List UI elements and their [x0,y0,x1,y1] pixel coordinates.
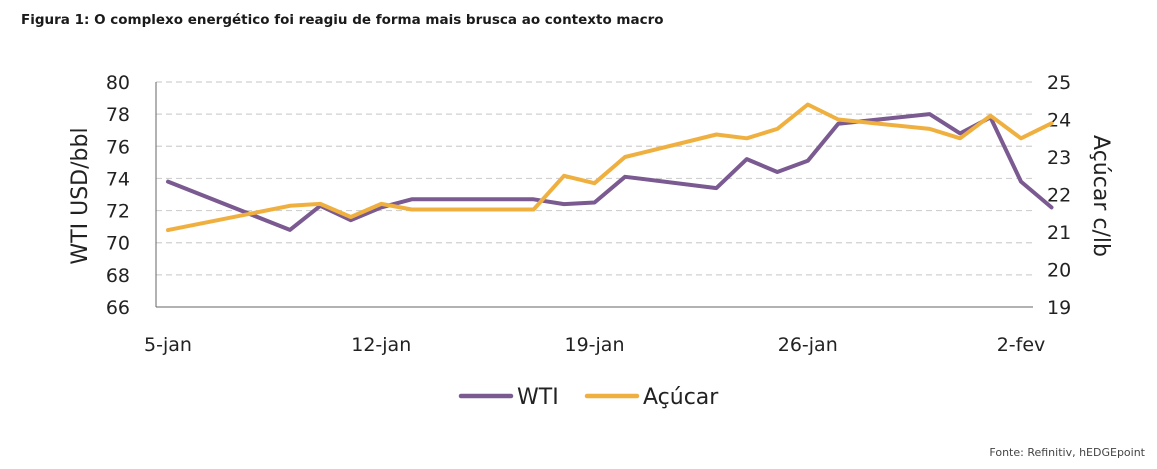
y-left-tick-label: 78 [106,104,130,126]
legend: WTI Açúcar [458,385,719,410]
y-left-tick-label: 66 [106,297,130,319]
y-right-tick-label: 25 [1047,72,1071,94]
x-tick-label: 26-jan [778,334,838,356]
y-right-tick-label: 19 [1047,297,1071,319]
y-left-tick-label: 76 [106,136,130,158]
series-lines [166,102,1054,233]
y-axis-right-ticks: 19 20 21 22 23 24 25 [1047,72,1071,319]
x-tick-label: 12-jan [351,334,411,356]
series-line-wti [166,112,1054,232]
y-right-tick-label: 21 [1047,222,1071,244]
x-tick-label: 2-fev [997,334,1046,356]
x-tick-label: 19-jan [565,334,625,356]
legend-label: Açúcar [643,385,719,410]
legend-label: WTI [517,385,559,410]
gridlines [156,81,1033,276]
series-line-acucar [166,102,1054,233]
y-left-tick-label: 80 [106,72,130,94]
y-left-tick-label: 70 [106,233,130,255]
y-right-tick-label: 24 [1047,110,1071,132]
y-right-tick-label: 22 [1047,185,1071,207]
y-right-tick-label: 23 [1047,147,1071,169]
source-note: Fonte: Refinitiv, hEDGEpoint [989,446,1145,459]
figure-title: Figura 1: O complexo energético foi reag… [21,12,664,28]
y-left-tick-label: 74 [106,168,130,190]
y-axis-left-ticks: 66 68 70 72 74 76 78 80 [106,72,130,319]
y-left-tick-label: 68 [106,265,130,287]
y-axis-left-label: WTI USD/bbl [68,127,93,264]
axes [155,82,1033,308]
x-tick-label: 5-jan [144,334,192,356]
y-left-tick-label: 72 [106,201,130,223]
y-axis-right-label: Açúcar c/lb [1088,135,1113,257]
y-right-tick-label: 20 [1047,260,1071,282]
x-axis-ticks: 5-jan 12-jan 19-jan 26-jan 2-fev [144,334,1045,356]
